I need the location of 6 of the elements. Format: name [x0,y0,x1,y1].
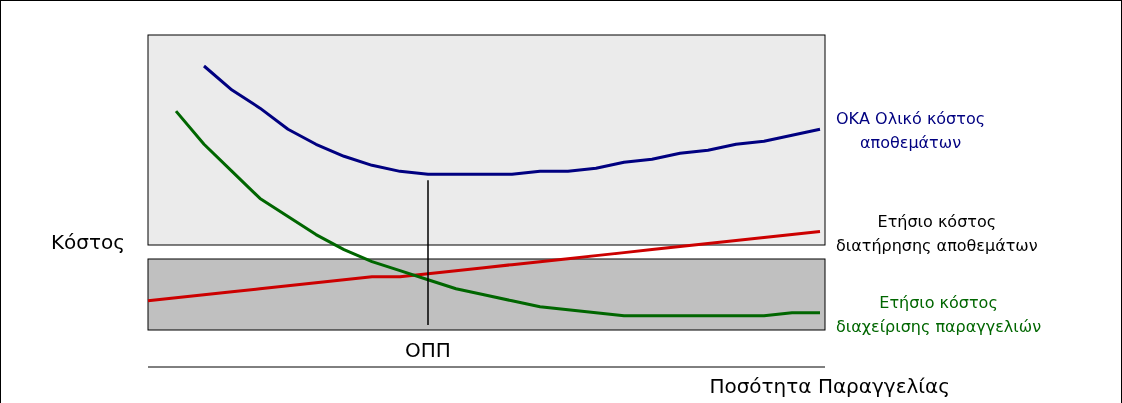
series-label: Ετήσιο κόστος διατήρησης αποθεμάτων [836,211,1038,255]
x-axis-title: Ποσότητα Παραγγελίας [709,374,950,398]
series-label: ΟΚΑ Ολικό κόστος αποθεμάτων [836,109,986,153]
series-label: Ετήσιο κόστος διαχείρισης παραγγελιών [836,292,1042,336]
y-axis-title: Κόστος [51,230,126,254]
annotation: ΟΠΠ [405,338,451,362]
